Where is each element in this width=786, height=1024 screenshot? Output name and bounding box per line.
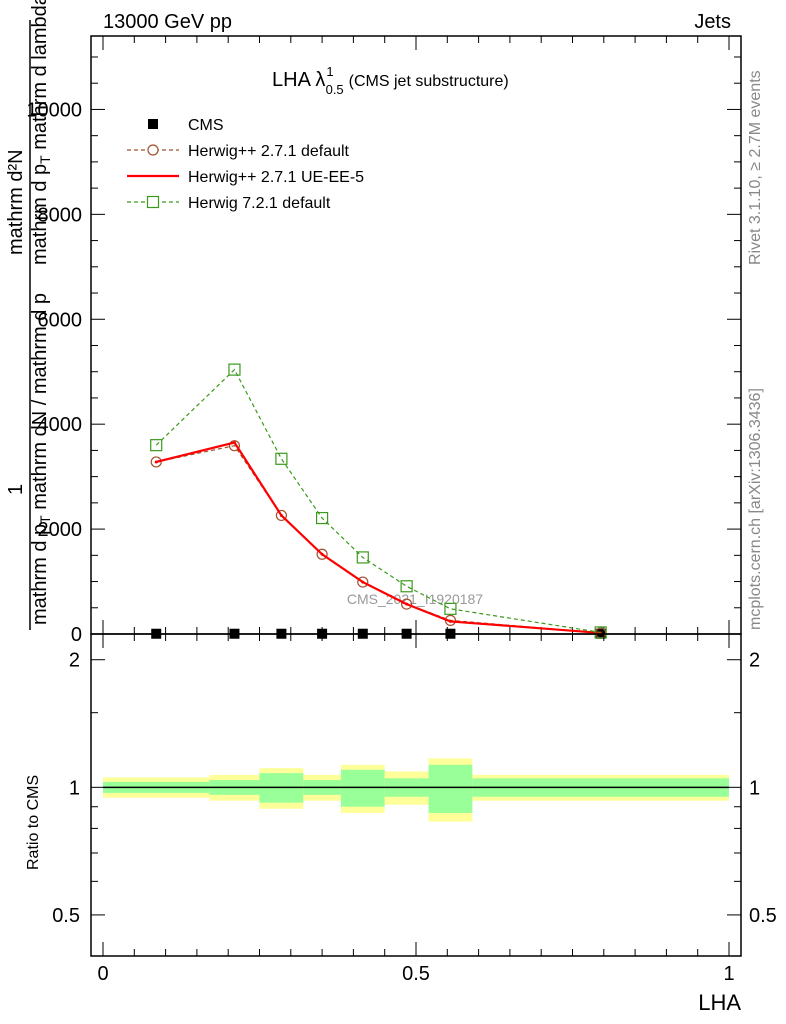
plot-title: LHA λ1 0.5 (CMS jet substructure) [272,64,509,97]
ratio-ytick-label-right: 2 [749,650,760,672]
site-label: mcplots.cern.ch [arXiv:1306.3436] [747,388,764,630]
legend-entry: CMS [148,117,224,134]
ylabel-den-top: mathrm d pT mathrm d lambda [29,0,53,265]
data-point [228,363,241,376]
ratio-bands [103,758,729,822]
title-main: LHA λ [272,69,325,91]
main-ylabel: mathrm d²N 1 mathrm d pT mathrm d lambda… [5,0,53,630]
data-point [316,548,328,560]
main-ytick-label: 0 [71,624,82,646]
series-herwig-7-2-1-default [150,363,607,639]
main-axis-ticks: 0 2000 4000 6000 8000 10000 [26,36,741,646]
data-point [150,456,162,468]
data-point [448,619,452,623]
data-point [401,598,413,610]
data-point [320,552,324,556]
legend-label: Herwig 7.2.1 default [188,195,331,212]
ratio-stat-band [340,769,385,807]
legend-entry: Herwig 7.2.1 default [127,195,331,212]
category-label: Jets [694,11,731,33]
ratio-ytick-label-right: 1 [749,777,760,799]
data-point [357,576,369,588]
title-suffix: (CMS jet substructure) [349,73,509,90]
legend-label: CMS [188,117,224,134]
legend-entry: Herwig++ 2.7.1 UE-EE-5 [127,169,364,186]
ratio-xtick-label: 0 [97,963,108,985]
legend-marker [147,144,159,156]
data-point [275,452,288,465]
rivet-label: Rivet 3.1.10, ≥ 2.7M events [747,70,764,265]
main-ytick-label: 6000 [38,309,83,331]
main-ytick-label: 8000 [38,204,83,226]
legend-label: Herwig++ 2.7.1 default [188,143,350,160]
ratio-stat-band [428,764,473,813]
main-ytick-label: 4000 [38,414,83,436]
ylabel-numerator-dN: mathrm d²N [5,149,27,255]
data-point [228,440,241,452]
analysis-watermark: CMS_2021_I1920187 [347,591,483,607]
legend-marker [146,195,160,209]
ratio-ytick-label-left: 1 [69,777,80,799]
series-line [155,368,601,634]
data-point [400,580,413,593]
data-point [279,513,283,517]
legend-label: Herwig++ 2.7.1 UE-EE-5 [188,169,364,186]
ratio-ytick-label-left: 0.5 [52,905,80,927]
data-point [275,509,288,522]
ratio-xtick-label: 1 [723,963,734,985]
legend-entry: Herwig++ 2.7.1 default [127,143,350,160]
data-point [316,511,329,525]
x-axis-label: LHA [698,990,741,1015]
legend-swatch [148,119,158,129]
svg-text:LHA λ10.5(CMS jet substructure: LHA λ1 0.5 (CMS jet substructure) [272,64,509,97]
ylabel-numerator-one: 1 [5,484,27,495]
ylabel-den-bottom: mathrm d pT mathrm dN / mathrm d p [29,293,53,625]
series-line [155,441,601,635]
main-ytick-label: 2000 [38,519,83,541]
data-point [150,439,163,452]
data-point [154,460,158,464]
ratio-xtick-label: 0.5 [402,963,430,985]
legend: CMS Herwig++ 2.7.1 default Herwig++ 2.7.1 … [127,117,364,212]
data-point [444,602,457,615]
data-point [361,580,365,584]
title-sup: 1 [326,64,333,79]
series-herwig-2-7-1-default [150,440,607,639]
ratio-ytick-label-right: 0.5 [749,905,777,927]
ratio-ylabel: Ratio to CMS [25,775,42,870]
data-point [594,626,607,639]
energy-label: 13000 GeV pp [103,11,232,33]
ratio-axis-ticks: 0.5 0.5 1 1 2 2 0 0.5 1 [52,634,777,985]
data-point [356,551,369,564]
ratio-ytick-label-left: 2 [69,650,80,672]
data-point [405,602,409,606]
title-sub: 0.5 [326,82,344,97]
data-point [232,441,236,445]
main-ytick-label: 10000 [26,99,82,121]
